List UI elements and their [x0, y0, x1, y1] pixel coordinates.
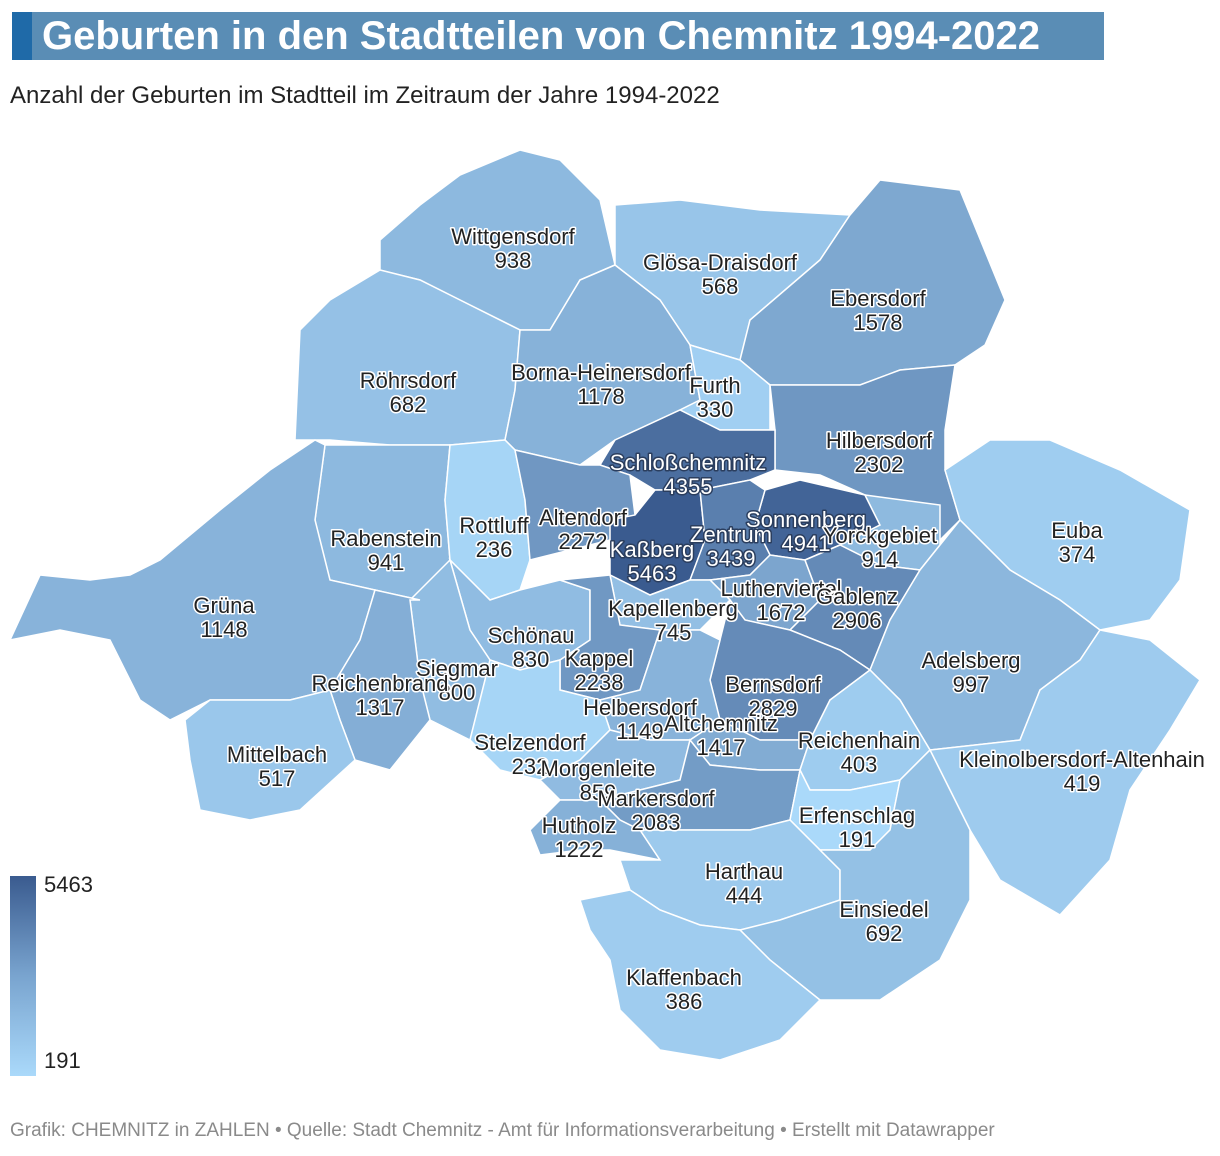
- district-value-label: 1578: [854, 310, 903, 335]
- district-name-label: Zentrum: [690, 522, 772, 547]
- footer-credits: Grafik: CHEMNITZ in ZAHLEN • Quelle: Sta…: [10, 1120, 995, 1141]
- legend-min-label: 191: [44, 1048, 81, 1073]
- district-value-label: 692: [866, 921, 903, 946]
- district-value-label: 2906: [833, 608, 882, 633]
- district-value-label: 1178: [577, 384, 624, 409]
- district-name-label: Mittelbach: [227, 742, 327, 767]
- legend-max-label: 5463: [44, 872, 93, 897]
- district-value-label: 1149: [616, 719, 663, 744]
- district-name-label: Röhrsdorf: [360, 368, 457, 393]
- district-name-label: Glösa-Draisdorf: [643, 250, 798, 275]
- district-name-label: Einsiedel: [839, 897, 928, 922]
- district-value-label: 1317: [356, 695, 405, 720]
- district-name-label: Reichenbrand: [312, 671, 449, 696]
- district-value-label: 191: [839, 827, 876, 852]
- district-value-label: 517: [259, 766, 296, 791]
- district-value-label: 4941: [782, 531, 831, 556]
- district-name-label: Schloßchemnitz: [610, 450, 767, 475]
- district-name-label: Rabenstein: [330, 526, 441, 551]
- district-name-label: Adelsberg: [921, 648, 1020, 673]
- district-rabenstein[interactable]: [314, 444, 451, 601]
- district-value-label: 830: [513, 647, 550, 672]
- district-kleinolbersdorf-altenhain[interactable]: [928, 629, 1201, 916]
- page-title: Geburten in den Stadtteilen von Chemnitz…: [42, 14, 1041, 58]
- district-value-label: 568: [702, 274, 739, 299]
- district-name-label: Wittgensdorf: [451, 224, 575, 249]
- district-value-label: 859: [580, 780, 617, 805]
- title-bar: Geburten in den Stadtteilen von Chemnitz…: [12, 12, 1104, 60]
- district-value-label: 1222: [555, 837, 604, 862]
- district-value-label: 914: [862, 547, 899, 572]
- district-value-label: 2272: [559, 529, 608, 554]
- district-value-label: 800: [439, 680, 476, 705]
- district-name-label: Reichenhain: [798, 728, 920, 753]
- district-value-label: 1417: [697, 735, 746, 760]
- district-value-label: 4355: [664, 474, 713, 499]
- district-value-label: 330: [697, 397, 734, 422]
- district-name-label: Sonnenberg: [746, 507, 866, 532]
- district-value-label: 2238: [575, 670, 624, 695]
- district-name-label: Furth: [689, 373, 740, 398]
- district-name-label: Schönau: [488, 623, 575, 648]
- district-einsiedel[interactable]: [738, 748, 971, 1001]
- district-value-label: 938: [495, 248, 532, 273]
- district-value-label: 1672: [757, 600, 806, 625]
- district-name-label: Rottluff: [459, 513, 529, 538]
- district-name-label: Yorckgebiet: [823, 523, 937, 548]
- district-name-label: Morgenleite: [541, 756, 656, 781]
- district-value-label: 997: [953, 672, 990, 697]
- district-klaffenbach[interactable]: [579, 889, 822, 1061]
- district-stelzendorf[interactable]: [469, 659, 611, 781]
- district-name-label: Hutholz: [542, 813, 617, 838]
- district-name-label: Altchemnitz: [664, 711, 778, 736]
- district-value-label: 5463: [628, 561, 677, 586]
- title-accent: [12, 12, 32, 60]
- district-name-label: Ebersdorf: [830, 286, 926, 311]
- district-name-label: Kaßberg: [610, 537, 694, 562]
- district-name-label: Erfenschlag: [799, 803, 915, 828]
- district-name-label: Kappel: [565, 646, 634, 671]
- legend-color-scale: [10, 876, 36, 1076]
- district-name-label: Siegmar: [416, 656, 498, 681]
- district-name-label: Borna-Heinersdorf: [511, 360, 692, 385]
- district-value-label: 2829: [749, 696, 798, 721]
- district-value-label: 444: [726, 883, 763, 908]
- district-name-label: Bernsdorf: [725, 672, 821, 697]
- district-value-label: 745: [655, 620, 692, 645]
- district-name-label: Harthau: [705, 859, 783, 884]
- district-value-label: 419: [1064, 771, 1101, 796]
- district-value-label: 374: [1059, 542, 1096, 567]
- district-hilbersdorf[interactable]: [769, 364, 961, 541]
- district-value-label: 941: [368, 550, 405, 575]
- district-name-label: Stelzendorf: [474, 730, 586, 755]
- district-name-label: Lutherviertel: [720, 576, 841, 601]
- district-name-label: Kleinolbersdorf-Altenhain: [959, 747, 1205, 772]
- district-value-label: 3439: [707, 546, 756, 571]
- district-name-label: Euba: [1051, 518, 1103, 543]
- district-value-label: 236: [476, 537, 513, 562]
- district-name-label: Helbersdorf: [583, 695, 698, 720]
- district-regions: [8, 149, 1201, 1061]
- page-subtitle: Anzahl der Geburten im Stadtteil im Zeit…: [10, 82, 720, 109]
- district-value-label: 682: [390, 392, 427, 417]
- district-name-label: Grüna: [193, 593, 255, 618]
- district-value-label: 1148: [200, 617, 247, 642]
- district-value-label: 386: [666, 989, 703, 1014]
- district-name-label: Klaffenbach: [626, 965, 742, 990]
- district-value-label: 232: [512, 754, 549, 779]
- district-value-label: 2083: [632, 810, 681, 835]
- district-name-label: Markersdorf: [597, 786, 715, 811]
- district-value-label: 2302: [855, 452, 904, 477]
- district-mittelbach[interactable]: [184, 689, 356, 821]
- district-name-label: Kapellenberg: [608, 596, 738, 621]
- district-name-label: Hilbersdorf: [826, 428, 933, 453]
- district-value-label: 403: [841, 752, 878, 777]
- district-name-label: Gablenz: [816, 584, 898, 609]
- district-name-label: Altendorf: [539, 505, 628, 530]
